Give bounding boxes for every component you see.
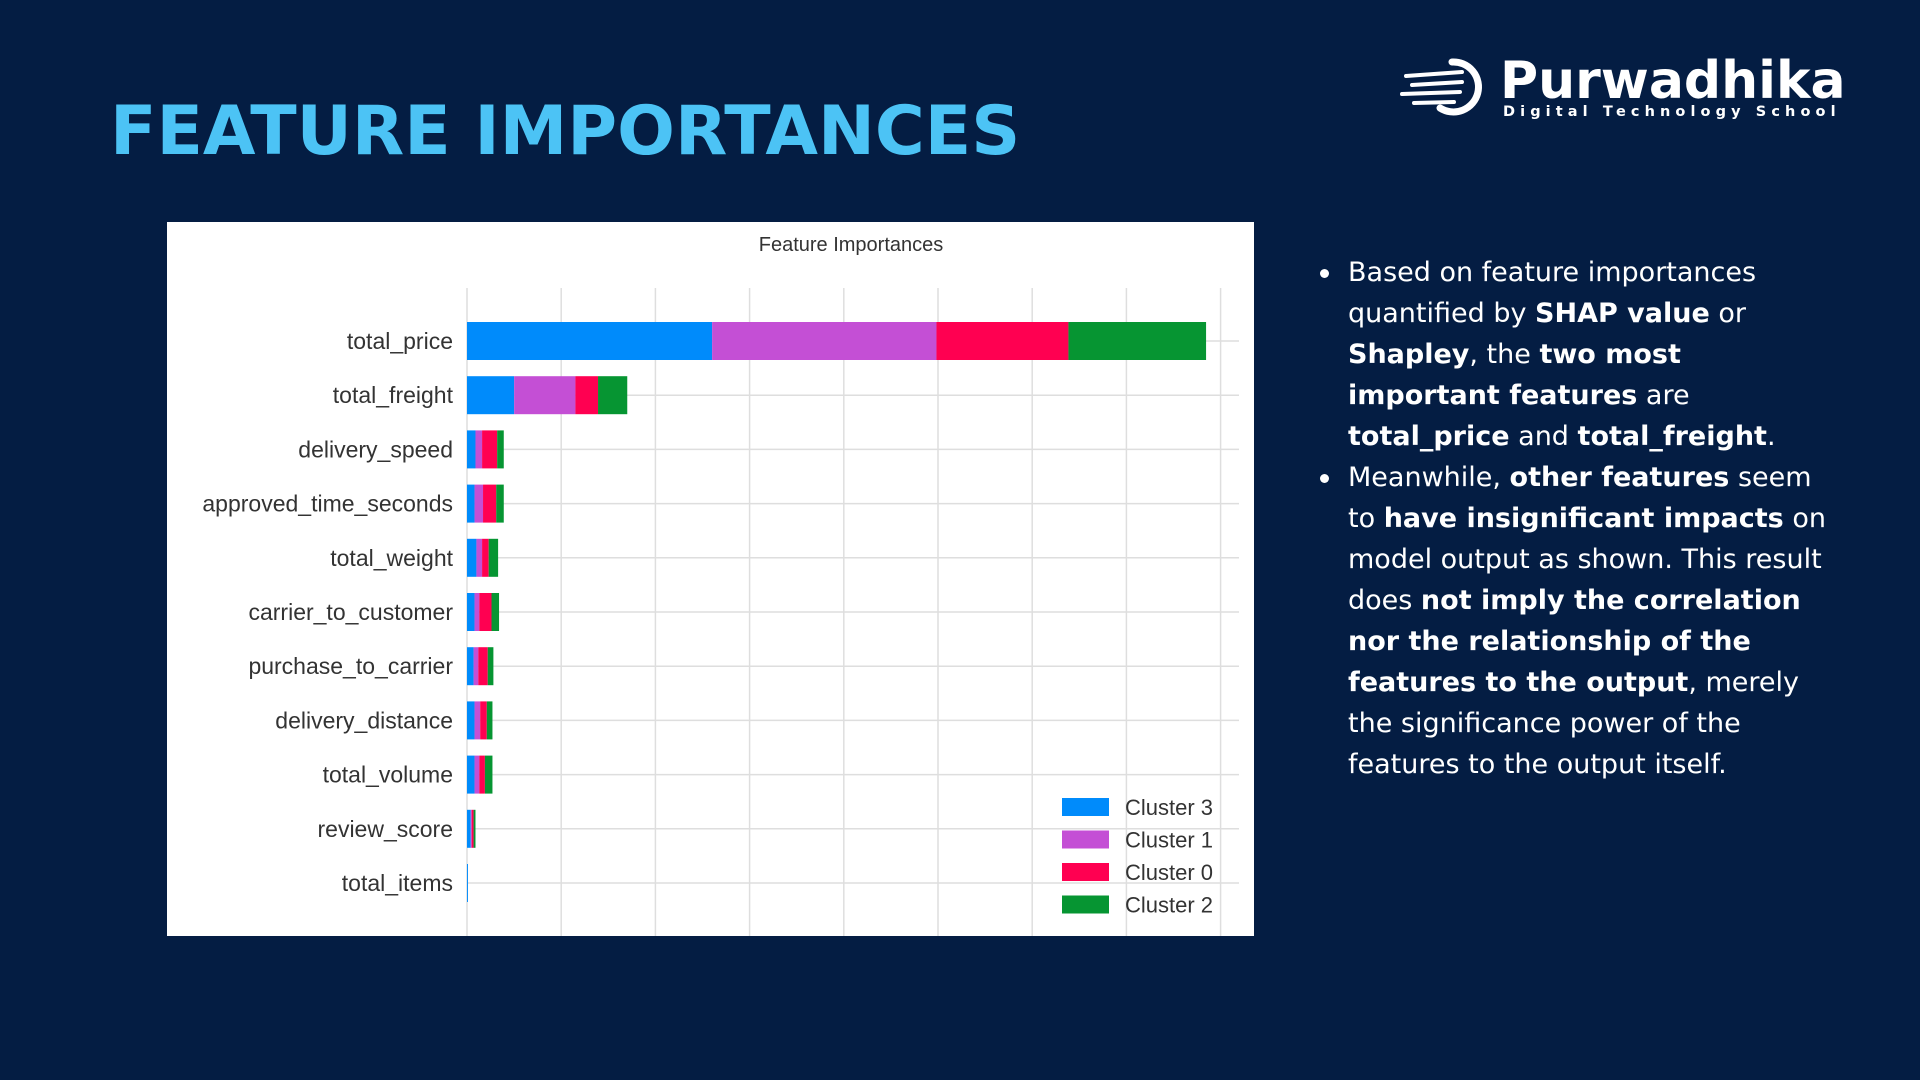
bar-segment: [467, 809, 471, 848]
bar-segment: [473, 809, 476, 848]
bar-segment: [476, 538, 483, 577]
legend-swatch: [1062, 895, 1109, 914]
bar-segment: [484, 755, 493, 794]
bar-segment: [486, 701, 493, 740]
bar-segment: [1068, 322, 1207, 360]
bar-segment: [488, 538, 499, 577]
category-label: delivery_speed: [298, 436, 453, 462]
bar-segment: [514, 376, 576, 415]
bullet-bold-text: two most important features: [1348, 339, 1681, 411]
bar-segment: [478, 647, 488, 686]
bar-segment: [712, 322, 937, 360]
bar-segment: [474, 484, 484, 523]
bullet-text: .: [1766, 421, 1776, 452]
bullet-text: or: [1709, 298, 1746, 329]
bar-segment: [467, 538, 477, 577]
bullet-text: Based on feature importances quantified …: [1348, 257, 1757, 329]
category-label: total_items: [342, 870, 453, 896]
category-label: approved_time_seconds: [202, 491, 453, 517]
bar-segment: [467, 864, 468, 902]
bullet-bold-text: not imply the correlation nor the relati…: [1348, 585, 1801, 698]
bar-segment: [480, 701, 487, 740]
bar-segment: [482, 538, 489, 577]
category-label: total_weight: [330, 545, 453, 571]
category-label: total_price: [347, 328, 453, 354]
category-label: review_score: [318, 816, 454, 842]
bullet-text: Meanwhile,: [1348, 462, 1510, 493]
bar-segment: [474, 755, 480, 794]
bar-segment: [467, 593, 475, 631]
logo-name: Purwadhika: [1500, 51, 1846, 111]
bullet-bold-text: Shapley: [1348, 339, 1470, 370]
bar-segment: [482, 430, 498, 469]
bullet-item: Meanwhile, other features seem to have i…: [1318, 457, 1828, 785]
bar-segment: [487, 647, 494, 686]
bar-segment: [475, 430, 483, 469]
bar-segment: [467, 376, 515, 415]
bullet-bold-text: total_price: [1348, 421, 1510, 452]
bar-segment: [483, 484, 497, 523]
bullet-bold-text: SHAP value: [1535, 298, 1710, 329]
bar-segment: [575, 376, 599, 415]
legend-swatch: [1062, 830, 1109, 849]
bar-segment: [474, 593, 480, 631]
bar-segment: [496, 484, 504, 523]
category-label: total_freight: [333, 382, 454, 408]
bullet-text: , the: [1469, 339, 1540, 370]
bullet-bold-text: other features: [1509, 462, 1730, 493]
bar-segment: [467, 647, 474, 686]
bar-segment: [473, 647, 479, 686]
bar-segment: [936, 322, 1069, 360]
bullet-bold-text: have insignificant impacts: [1383, 503, 1784, 534]
category-label: total_volume: [323, 762, 453, 788]
legend-swatch: [1062, 863, 1109, 881]
legend-label: Cluster 0: [1125, 860, 1213, 885]
legend-label: Cluster 3: [1125, 795, 1213, 820]
purwadhika-logo: Purwadhika Digital Technology School: [1400, 50, 1846, 128]
bar-segment: [467, 755, 475, 794]
category-label: delivery_distance: [275, 707, 453, 733]
category-label: carrier_to_customer: [248, 599, 453, 625]
bullet-text: are: [1637, 380, 1690, 411]
bar-segment: [474, 701, 481, 740]
bar-segment: [497, 430, 504, 469]
logo-tagline: Digital Technology School: [1503, 104, 1841, 120]
bullet-bold-text: total_freight: [1577, 421, 1767, 452]
feature-importance-chart: Feature Importances total_price total_frei…: [167, 222, 1254, 936]
chart-canvas: Feature Importances total_price total_frei…: [202, 234, 1239, 936]
bar-segment: [479, 755, 485, 794]
bar-segment: [471, 809, 474, 848]
bar-segment: [467, 484, 475, 523]
bar-segment: [467, 322, 713, 360]
logo-mark-icon: [1400, 58, 1482, 116]
bar-segment: [467, 701, 475, 740]
category-label: purchase_to_carrier: [248, 653, 453, 679]
bar-segment: [470, 809, 472, 848]
bullet-text: on model output as shown. This result do…: [1348, 503, 1826, 616]
bar-segment: [479, 593, 492, 631]
bullet-text: seem to: [1348, 462, 1812, 534]
bullet-text: , merely the significance power of the f…: [1348, 667, 1800, 780]
bullet-text: and: [1509, 421, 1578, 452]
bullet-list: Based on feature importances quantified …: [1318, 252, 1828, 785]
bar-segment: [598, 376, 628, 415]
bar-segment: [467, 430, 476, 469]
bullet-item: Based on feature importances quantified …: [1318, 252, 1828, 457]
chart-title: Feature Importances: [759, 234, 944, 256]
bar-segment: [491, 593, 500, 631]
legend-label: Cluster 2: [1125, 893, 1213, 918]
legend-swatch: [1062, 798, 1109, 816]
legend-label: Cluster 1: [1125, 828, 1213, 853]
slide-title: FEATURE IMPORTANCES: [110, 92, 1021, 171]
